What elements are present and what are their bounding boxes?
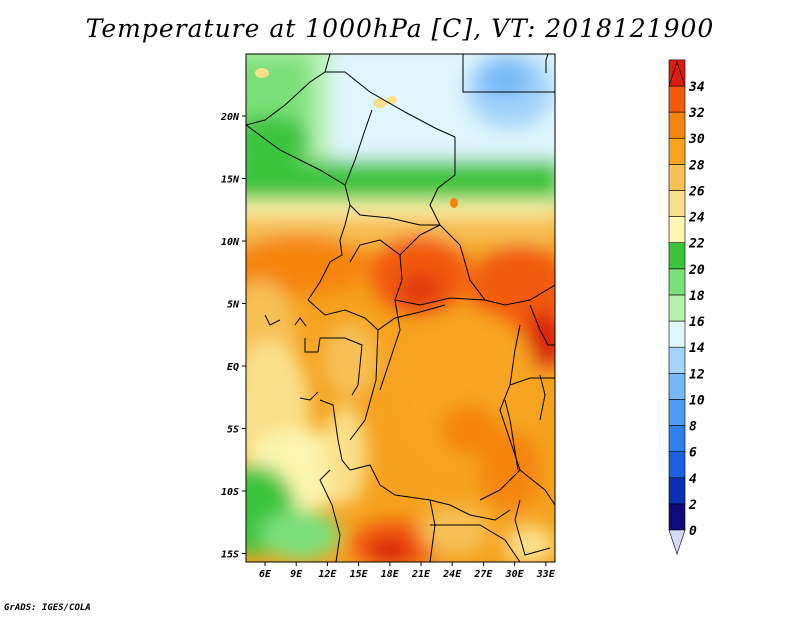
lat-label: EQ — [227, 362, 239, 373]
lon-label: 33E — [536, 569, 556, 580]
colorbar-swatch — [668, 268, 686, 296]
colorbar-label: 14 — [689, 341, 705, 356]
lat-label: 15N — [221, 175, 240, 186]
lon-label: 18E — [381, 569, 400, 580]
colorbar-label: 26 — [688, 184, 705, 199]
colorbar-label: 28 — [688, 158, 705, 173]
lat-label: 20N — [220, 112, 240, 123]
colorbar-swatch — [668, 425, 686, 452]
lon-label: 6E — [259, 569, 272, 580]
map-frame — [245, 53, 556, 563]
lon-label: 21E — [411, 569, 431, 580]
colorbar-label: 30 — [688, 132, 705, 147]
colorbar-label: 6 — [689, 446, 697, 461]
colorbar-label: 4 — [689, 472, 697, 487]
colorbar-swatch — [668, 216, 686, 244]
colorbar-label: 20 — [688, 263, 705, 278]
lat-label: 10S — [221, 487, 239, 498]
colorbar-label: 16 — [689, 315, 705, 330]
colorbar-label: 0 — [689, 524, 697, 539]
map-title: Temperature at 1000hPa [C], VT: 20181219… — [85, 14, 715, 43]
colorbar-label: 10 — [689, 393, 705, 408]
lon-label: 9E — [290, 569, 303, 580]
lat-label: 10N — [221, 237, 240, 248]
latitude-axis: 20N 15N 10N 5N EQ 5S 10S 15S — [220, 112, 246, 561]
colorbar-swatch — [668, 346, 686, 374]
colorbar-label: 24 — [688, 211, 705, 226]
lon-label: 12E — [318, 569, 337, 580]
country-borders — [246, 54, 555, 562]
colorbar-label: 8 — [689, 420, 697, 435]
colorbar-swatch — [668, 137, 686, 165]
longitude-axis: 6E 9E 12E 15E 18E 21E 24E 27E 30E 33E — [259, 562, 556, 580]
colorbar-swatch — [668, 111, 686, 139]
colorbar-label: 2 — [688, 498, 697, 513]
colorbar-swatch — [668, 320, 686, 348]
colorbar-swatch — [668, 190, 686, 217]
colorbar-label: 32 — [688, 106, 705, 121]
colorbar-swatch — [668, 164, 686, 191]
colorbar-swatch — [668, 503, 686, 531]
colorbar-swatch — [668, 242, 686, 270]
lat-label: 5S — [227, 425, 239, 436]
temperature-field — [246, 54, 555, 562]
lon-label: 27E — [473, 569, 493, 580]
colorbar-swatch — [668, 85, 686, 113]
lon-label: 24E — [442, 569, 462, 580]
footer-credit: GrADS: IGES/COLA — [4, 603, 91, 613]
colorbar-swatch — [668, 372, 686, 400]
colorbar-label: 22 — [688, 237, 705, 252]
colorbar-swatch — [668, 294, 686, 322]
lon-label: 30E — [505, 569, 525, 580]
colorbar-label: 34 — [688, 80, 705, 95]
colorbar-swatch — [668, 477, 686, 505]
lat-label: 15S — [221, 550, 239, 561]
colorbar-swatch — [668, 399, 686, 426]
colorbar-low-arrow — [668, 529, 686, 555]
lat-label: 5N — [227, 300, 240, 311]
colorbar-label: 18 — [689, 289, 705, 304]
lon-label: 15E — [350, 569, 369, 580]
colorbar-label: 12 — [689, 367, 705, 382]
colorbar-high-arrow — [668, 61, 686, 87]
colorbar-swatch — [668, 451, 686, 479]
